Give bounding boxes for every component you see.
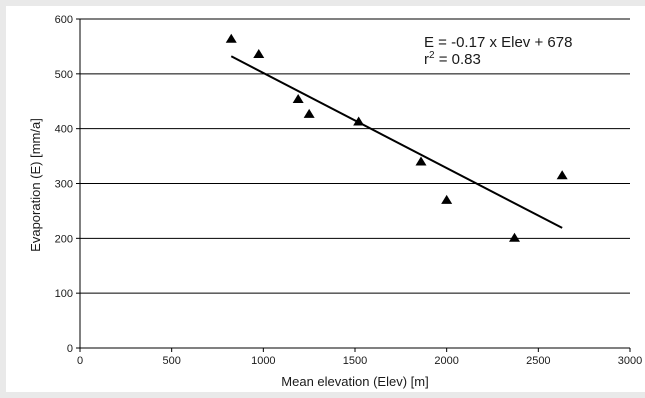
- r-squared-value: = 0.83: [435, 51, 481, 68]
- x-ticks: 0 500 1000 1500 2000 2500 3000: [77, 348, 642, 367]
- x-tick-label: 2000: [434, 355, 458, 367]
- gridlines: [80, 18, 630, 294]
- regression-equation: E = -0.17 x Elev + 678: [424, 34, 572, 51]
- y-tick-label: 200: [55, 233, 73, 245]
- y-tick-label: 0: [67, 343, 73, 355]
- data-point-triangle: [509, 232, 520, 242]
- x-tick-label: 1500: [343, 355, 367, 367]
- data-point-triangle: [292, 94, 304, 104]
- data-point-triangle: [353, 116, 365, 126]
- chart-panel: [6, 6, 645, 392]
- data-point-triangle: [253, 49, 265, 59]
- data-points: [225, 33, 568, 242]
- data-point-triangle: [225, 33, 237, 43]
- y-ticks: 0 100 200 300 400 500 600: [55, 14, 80, 355]
- data-point-triangle: [415, 156, 427, 166]
- regression-line: [230, 55, 563, 229]
- data-point-triangle: [441, 194, 453, 204]
- data-point-triangle: [303, 108, 315, 118]
- trendline: [230, 55, 563, 229]
- r-squared-superscript: 2: [429, 50, 435, 61]
- y-axis-title: Evaporation (E) [mm/a]: [28, 118, 43, 252]
- y-tick-label: 500: [55, 69, 73, 81]
- r-squared-label: r2 = 0.83: [424, 50, 481, 68]
- x-tick-label: 2500: [526, 355, 550, 367]
- r-squared-prefix: r: [424, 51, 429, 68]
- x-tick-label: 1000: [251, 355, 275, 367]
- y-tick-label: 400: [55, 124, 73, 136]
- x-tick-label: 500: [162, 355, 180, 367]
- y-tick-label: 600: [55, 14, 73, 26]
- y-tick-label: 300: [55, 179, 73, 191]
- x-axis-title: Mean elevation (Elev) [m]: [281, 374, 428, 389]
- x-tick-label: 0: [77, 355, 83, 367]
- x-tick-label: 3000: [618, 355, 642, 367]
- data-point-triangle: [556, 170, 568, 180]
- y-tick-label: 100: [55, 288, 73, 300]
